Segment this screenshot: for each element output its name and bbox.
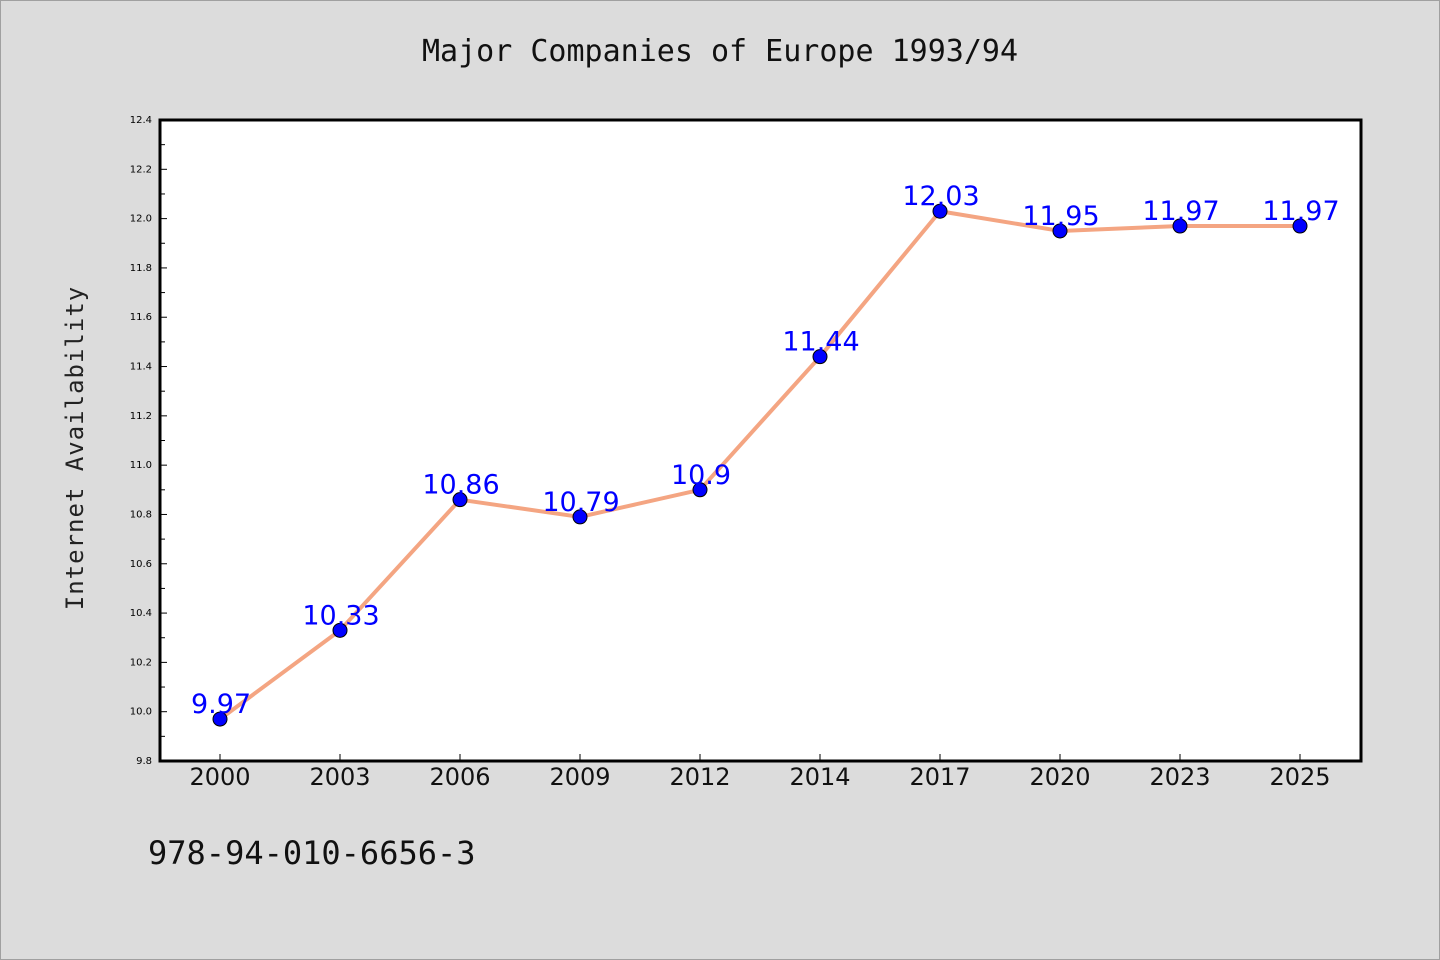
data-point [572, 509, 588, 525]
x-tick-label: 2025 [1269, 763, 1330, 791]
series-line: 9.97 10.33 10.86 10.79 10.9 11.44 12.03 11.95 11… [191, 181, 1340, 727]
x-tick-label: 2009 [549, 763, 610, 791]
y-tick-label: 10.6 [130, 559, 152, 570]
footer-isbn: 978-94-010-6656-3 [148, 834, 476, 872]
y-tick-label: 11.0 [130, 460, 152, 471]
x-tick-label: 2003 [309, 763, 370, 791]
x-axis: 2000 2003 2006 2009 2012 2014 2017 2020 2023 2025 [189, 754, 1331, 791]
y-tick-label: 11.8 [130, 263, 152, 274]
y-tick-label: 10.2 [130, 657, 152, 668]
x-tick-label: 2012 [669, 763, 730, 791]
data-point [1052, 223, 1068, 239]
data-point [932, 203, 948, 219]
data-label: 9.97 [191, 689, 251, 720]
data-point [692, 482, 708, 498]
y-axis: 9.8 10.0 10.2 10.4 10.6 10.8 11.0 11.2 11.4 11.6 1… [130, 115, 167, 767]
data-label: 10.86 [422, 470, 499, 501]
y-tick-label: 10.8 [130, 509, 152, 520]
y-tick-label: 10.4 [130, 608, 152, 619]
x-tick-label: 2023 [1149, 763, 1210, 791]
data-label: 11.44 [782, 327, 859, 358]
data-point [452, 492, 468, 508]
x-tick-label: 2020 [1029, 763, 1090, 791]
data-point [1292, 218, 1308, 234]
data-label: 10.33 [302, 600, 379, 631]
data-label: 10.79 [542, 487, 619, 518]
data-point [812, 349, 828, 365]
data-label: 11.95 [1022, 201, 1099, 232]
y-tick-label: 12.0 [130, 214, 152, 225]
x-tick-label: 2017 [909, 763, 970, 791]
x-tick-label: 2000 [189, 763, 250, 791]
x-tick-label: 2006 [429, 763, 490, 791]
data-point [1172, 218, 1188, 234]
y-tick-label: 10.0 [130, 707, 152, 718]
plot-border [158, 118, 1363, 763]
data-label: 11.97 [1262, 196, 1339, 227]
chart-title: Major Companies of Europe 1993/94 [421, 34, 1019, 69]
data-label: 10.9 [671, 460, 731, 491]
x-tick-label: 2014 [789, 763, 850, 791]
y-tick-label: 11.2 [130, 411, 152, 422]
y-tick-label: 12.4 [130, 115, 152, 126]
data-point [332, 622, 348, 638]
y-tick-label: 11.6 [130, 312, 152, 323]
data-label: 12.03 [902, 181, 979, 212]
y-tick-label: 12.2 [130, 164, 152, 175]
series-line-path [218, 209, 1302, 722]
y-tick-label: 9.8 [136, 756, 152, 767]
y-tick-label: 11.4 [130, 362, 152, 373]
data-label: 11.97 [1142, 196, 1219, 227]
data-point [212, 711, 228, 727]
